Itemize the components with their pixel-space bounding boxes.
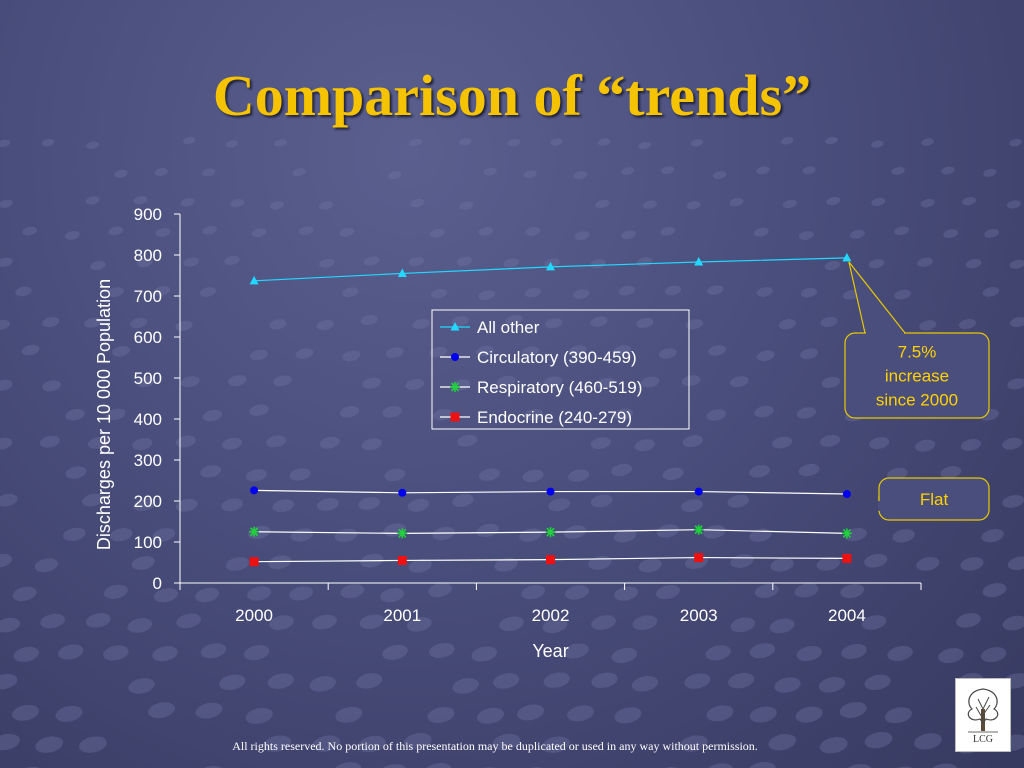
legend-marker bbox=[450, 412, 460, 422]
legend-label: Respiratory (460-519) bbox=[477, 378, 642, 397]
legend-label: Circulatory (390-459) bbox=[477, 348, 637, 367]
data-point bbox=[249, 557, 259, 567]
data-point bbox=[397, 268, 407, 277]
data-point bbox=[545, 527, 556, 538]
y-tick-label: 700 bbox=[134, 287, 162, 306]
y-tick-label: 600 bbox=[134, 328, 162, 347]
data-point bbox=[842, 553, 852, 563]
callout-text: Flat bbox=[920, 490, 949, 509]
data-point bbox=[397, 528, 408, 539]
y-tick-label: 100 bbox=[134, 533, 162, 552]
legend-label: All other bbox=[477, 318, 540, 337]
legend-box bbox=[431, 309, 690, 430]
annotation-callout: 7.5% increase since 2000 bbox=[844, 261, 990, 419]
series-3 bbox=[249, 553, 852, 567]
series-0 bbox=[249, 252, 852, 285]
series-2 bbox=[249, 524, 852, 539]
legend-marker bbox=[450, 382, 460, 392]
y-tick-label: 800 bbox=[134, 246, 162, 265]
data-point bbox=[693, 524, 704, 535]
copyright-footer: All rights reserved. No portion of this … bbox=[232, 739, 758, 753]
tree-icon bbox=[967, 688, 999, 733]
y-tick-label: 500 bbox=[134, 369, 162, 388]
callout-text: since 2000 bbox=[876, 391, 958, 410]
logo-text: LCG bbox=[973, 734, 993, 745]
x-tick-label: 2004 bbox=[828, 606, 866, 625]
x-tick-label: 2000 bbox=[235, 606, 273, 625]
y-tick-label: 200 bbox=[134, 492, 162, 511]
series-1 bbox=[250, 486, 851, 499]
legend-marker bbox=[451, 353, 459, 361]
data-point bbox=[842, 252, 852, 262]
dot-pattern bbox=[0, 136, 1024, 768]
legend-marker bbox=[450, 322, 460, 331]
y-axis-label: Discharges per 10 000 Population bbox=[94, 279, 114, 550]
data-point bbox=[546, 555, 555, 565]
callout-text: increase bbox=[885, 367, 949, 386]
data-point bbox=[250, 486, 259, 495]
data-point bbox=[694, 553, 704, 563]
data-point bbox=[694, 256, 704, 266]
callout-joint bbox=[866, 332, 904, 335]
data-point bbox=[249, 275, 259, 285]
y-tick-label: 300 bbox=[134, 451, 162, 470]
legend-label: Endocrine (240-279) bbox=[477, 408, 632, 427]
data-point bbox=[546, 261, 555, 271]
company-logo: LCG bbox=[955, 678, 1011, 752]
x-tick-label: 2001 bbox=[383, 606, 421, 625]
x-tick-label: 2002 bbox=[532, 606, 570, 625]
annotation-callout: Flat bbox=[878, 477, 990, 521]
y-tick-label: 400 bbox=[134, 410, 162, 429]
data-point bbox=[249, 526, 260, 537]
data-point bbox=[397, 555, 407, 565]
legend: All other Circulatory (390-459) Respirator… bbox=[431, 309, 690, 430]
y-tick-label: 900 bbox=[134, 205, 162, 224]
x-axis-label: Year bbox=[532, 641, 568, 661]
data-point bbox=[841, 528, 852, 539]
callout-box bbox=[878, 477, 990, 521]
data-point bbox=[842, 490, 851, 499]
callout-text: 7.5% bbox=[898, 343, 937, 362]
data-point bbox=[694, 487, 703, 496]
y-tick-label: 0 bbox=[153, 574, 162, 593]
callout-pointer bbox=[848, 261, 906, 334]
slide-title: Comparison of “trends” bbox=[212, 63, 812, 128]
data-point bbox=[398, 488, 407, 497]
callout-joint bbox=[878, 501, 881, 511]
data-point bbox=[546, 487, 555, 496]
x-tick-label: 2003 bbox=[680, 606, 718, 625]
callout-box bbox=[844, 332, 990, 419]
